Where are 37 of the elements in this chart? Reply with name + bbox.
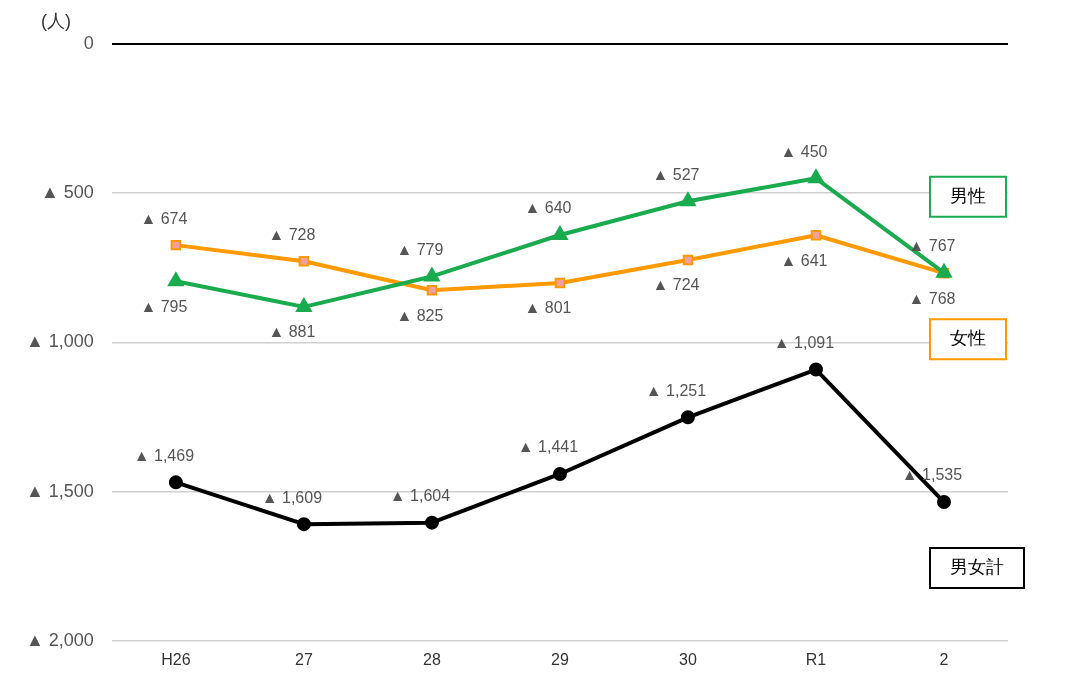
y-tick-label: ▲ 1,500 [25,480,94,501]
data-label: ▲ 674 [140,209,188,227]
data-label: ▲ 450 [780,142,828,160]
data-label: ▲ 768 [908,289,956,307]
x-tick-label: 27 [294,650,313,668]
text: 男女計 [949,557,1004,578]
data-label: ▲ 801 [524,299,572,317]
text: 男性 [949,185,986,206]
text: 女性 [949,328,986,349]
y-tick-label: ▲ 500 [41,182,94,203]
data-label: ▲ 1,091 [773,333,835,351]
data-label: ▲ 1,609 [261,488,323,506]
x-tick-label: R1 [805,650,827,668]
x-tick-label: 30 [679,650,697,668]
data-label: ▲ 641 [780,251,828,269]
data-label: ▲ 640 [524,199,572,217]
y-tick-label: ▲ 2,000 [25,629,94,650]
x-tick-label: H26 [161,650,191,668]
x-tick-label: 2 [939,650,949,668]
data-label: ▲ 1,469 [133,446,195,464]
y-axis-title: (人) [41,10,71,31]
data-label: ▲ 881 [268,323,316,341]
y-tick-label: ▲ 1,000 [25,331,94,352]
x-tick-label: 29 [551,650,569,668]
data-label: ▲ 779 [396,240,444,258]
data-label: ▲ 825 [396,306,444,324]
data-label: ▲ 1,604 [389,487,451,505]
data-label: ▲ 728 [268,225,316,243]
data-label: ▲ 527 [652,165,700,183]
data-label: ▲ 767 [908,237,956,255]
data-label: ▲ 1,535 [901,466,963,484]
data-label: ▲ 724 [652,276,700,294]
y-tick-label: 0 [83,32,94,53]
x-tick-label: 28 [423,650,441,668]
data-label: ▲ 1,251 [645,381,707,399]
data-label: ▲ 795 [140,297,188,315]
data-label: ▲ 1,441 [517,438,579,456]
